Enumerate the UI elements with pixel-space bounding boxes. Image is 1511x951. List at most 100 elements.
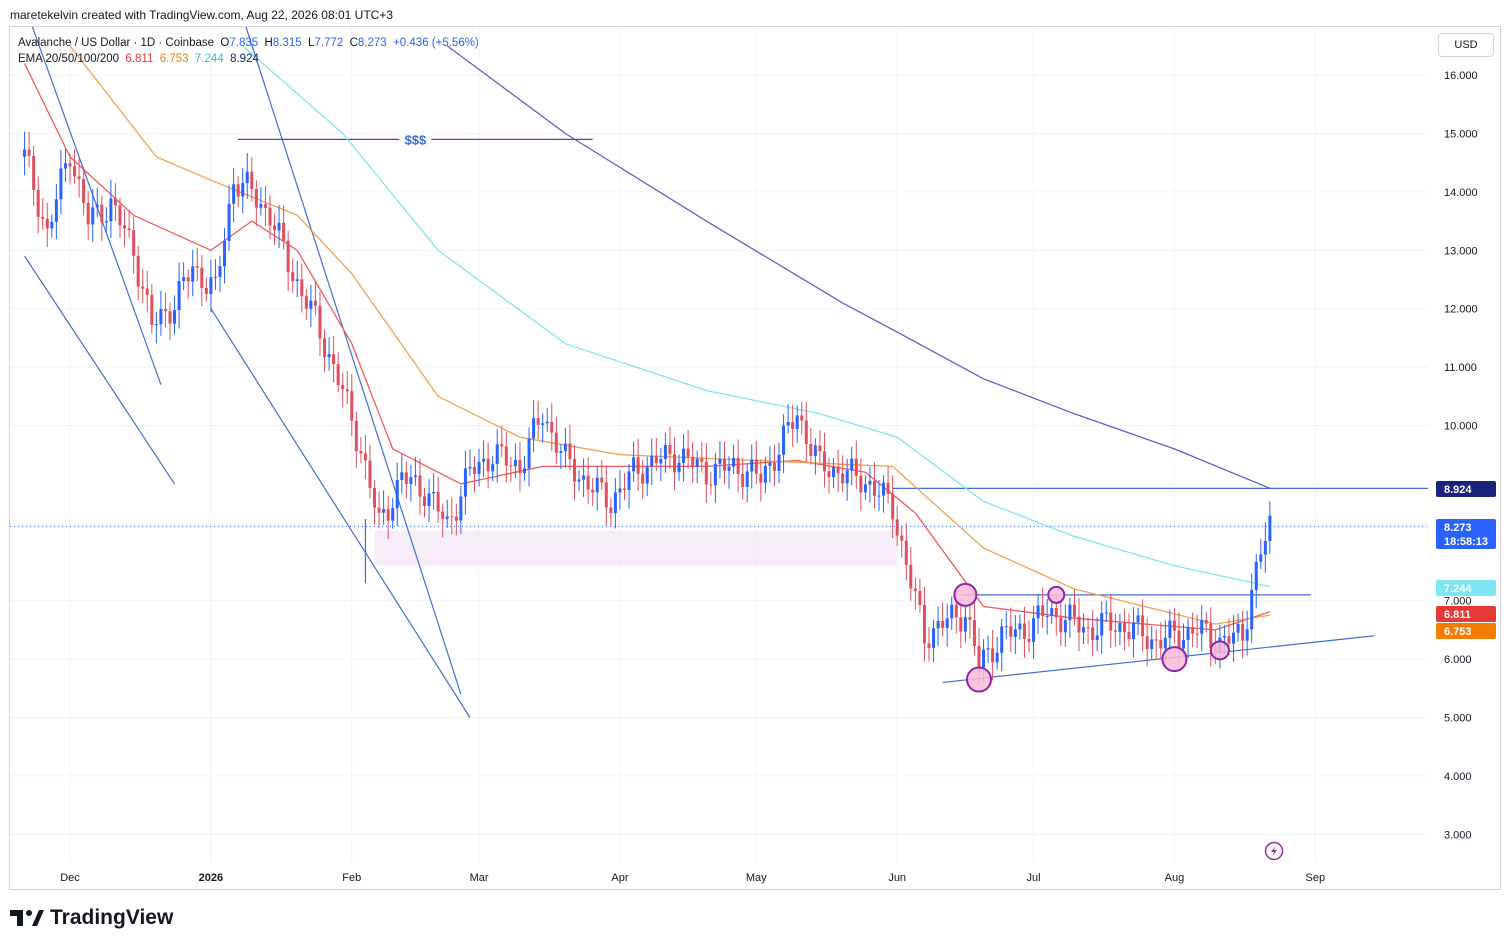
candle-body	[986, 648, 990, 650]
candle	[563, 427, 567, 468]
legend-ema-label[interactable]: EMA 20/50/100/200	[18, 53, 120, 65]
candle	[463, 450, 467, 515]
candle-body	[327, 354, 331, 358]
legend-change: +0.436 (+5.56%)	[393, 37, 479, 49]
candle	[722, 441, 726, 485]
candle-body	[382, 509, 386, 513]
candle	[1018, 614, 1022, 640]
candle	[345, 370, 349, 404]
candle	[445, 499, 449, 529]
candle	[886, 466, 890, 504]
candle	[795, 405, 799, 443]
candle-body	[1091, 627, 1095, 640]
candle-body	[722, 458, 726, 471]
candle-body	[513, 460, 517, 467]
candle	[618, 469, 622, 510]
candle	[813, 438, 817, 475]
candle-body	[354, 420, 358, 452]
y-tick-label: 10.000	[1444, 421, 1478, 433]
candle	[377, 491, 381, 529]
candle-body	[195, 266, 199, 268]
x-tick-label: Feb	[342, 872, 361, 884]
candle	[872, 462, 876, 509]
candle	[68, 153, 72, 185]
candle	[600, 459, 604, 490]
candle	[941, 602, 945, 637]
candle	[441, 503, 445, 538]
candle-body	[23, 149, 27, 157]
candle-body	[223, 240, 227, 267]
candle-body	[36, 189, 40, 217]
candle	[991, 629, 995, 681]
candle	[1186, 618, 1190, 659]
candle	[1036, 594, 1040, 634]
candle	[41, 198, 45, 230]
y-tick-label: 13.000	[1444, 245, 1478, 257]
candle	[536, 400, 540, 440]
candle	[436, 477, 440, 523]
candle	[450, 497, 454, 535]
candle	[63, 149, 67, 182]
candle-body	[918, 591, 922, 605]
candle-body	[45, 218, 49, 229]
candle	[195, 247, 199, 282]
candle-body	[768, 462, 772, 466]
candle	[718, 441, 722, 479]
candle-body	[945, 618, 949, 628]
candle	[1095, 617, 1099, 652]
x-tick-label: Sep	[1306, 872, 1326, 884]
candle	[959, 598, 963, 648]
candle	[800, 401, 804, 435]
candle	[1013, 615, 1017, 655]
legend-symbol[interactable]: Avalanche / US Dollar · 1D · Coinbase	[18, 37, 215, 49]
candle	[368, 445, 372, 499]
candle-body	[1068, 604, 1072, 621]
candle	[45, 202, 49, 248]
candle-body	[932, 628, 936, 648]
candle	[136, 245, 140, 301]
candle	[209, 259, 213, 313]
candle	[432, 473, 436, 510]
candle-body	[309, 300, 313, 309]
candle	[572, 445, 576, 501]
candle	[622, 473, 626, 500]
candle-body	[191, 266, 195, 282]
candle-body	[845, 470, 849, 484]
candle-body	[1100, 613, 1104, 636]
candle-body	[468, 466, 472, 469]
y-tick-label: 6.000	[1444, 654, 1472, 666]
candle	[691, 441, 695, 483]
candle-body	[904, 540, 908, 565]
candle-body	[173, 309, 177, 324]
candle	[95, 187, 99, 218]
candle	[254, 180, 258, 227]
legend-high: 8.315	[272, 37, 302, 49]
candle	[595, 465, 599, 511]
candle-body	[1177, 630, 1181, 649]
y-tick-label: 14.000	[1444, 187, 1478, 199]
candle-body	[654, 455, 658, 464]
candle-body	[568, 443, 572, 460]
candle-body	[982, 649, 986, 668]
candle-body	[1109, 612, 1113, 631]
candle-body	[1182, 640, 1186, 649]
candle-body	[159, 309, 163, 325]
candle	[1100, 601, 1104, 655]
currency-button[interactable]: USD	[1438, 33, 1494, 57]
candle-body	[177, 281, 181, 310]
candle-body	[1222, 635, 1226, 638]
candle	[759, 459, 763, 502]
candle-body	[68, 163, 72, 167]
candle-body	[1232, 632, 1236, 644]
y-tick-label: 7.000	[1444, 596, 1472, 608]
candle-body	[704, 461, 708, 485]
candle	[173, 295, 177, 335]
candle	[291, 258, 295, 293]
candle-body	[600, 477, 604, 483]
candle-body	[100, 204, 104, 223]
candle-body	[232, 184, 236, 204]
x-tick-label: Apr	[611, 872, 628, 884]
tradingview-logo[interactable]: TradingView	[10, 906, 173, 930]
candle-body	[527, 438, 531, 469]
